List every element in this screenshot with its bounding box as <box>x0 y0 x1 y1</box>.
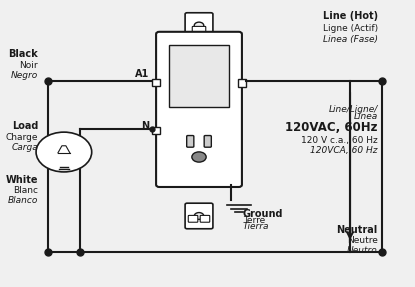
Circle shape <box>194 22 204 29</box>
FancyBboxPatch shape <box>192 26 206 33</box>
Polygon shape <box>169 45 229 106</box>
FancyBboxPatch shape <box>204 135 211 147</box>
FancyBboxPatch shape <box>152 127 160 134</box>
Text: White: White <box>5 175 38 185</box>
FancyBboxPatch shape <box>200 216 210 222</box>
Text: Linea: Linea <box>354 112 378 121</box>
FancyBboxPatch shape <box>152 79 160 86</box>
FancyBboxPatch shape <box>188 216 198 222</box>
FancyBboxPatch shape <box>185 13 213 38</box>
Text: Neutre: Neutre <box>347 236 378 245</box>
Text: Neutro: Neutro <box>347 246 378 255</box>
Text: Black: Black <box>8 49 38 59</box>
Text: Tierra: Tierra <box>243 222 269 231</box>
FancyBboxPatch shape <box>238 79 246 87</box>
Text: Noir: Noir <box>20 61 38 70</box>
Circle shape <box>192 152 206 162</box>
FancyBboxPatch shape <box>187 135 194 147</box>
Text: Blanc: Blanc <box>13 186 38 195</box>
Text: A1: A1 <box>135 69 149 79</box>
Text: Negro: Negro <box>11 71 38 80</box>
Text: Line/Ligne/: Line/Ligne/ <box>329 105 378 114</box>
Text: Charge: Charge <box>5 133 38 142</box>
Text: Line (Hot): Line (Hot) <box>323 11 378 21</box>
Text: Neutral: Neutral <box>337 225 378 235</box>
Text: N: N <box>141 121 149 131</box>
Circle shape <box>36 132 92 172</box>
Text: 120VAC, 60Hz: 120VAC, 60Hz <box>286 121 378 134</box>
Text: Load: Load <box>12 121 38 131</box>
Text: 120VCA, 60 Hz: 120VCA, 60 Hz <box>310 146 378 155</box>
Text: Terre: Terre <box>243 216 265 225</box>
Text: Carga: Carga <box>11 143 38 152</box>
FancyBboxPatch shape <box>185 203 213 229</box>
Text: Ground: Ground <box>243 209 283 219</box>
Text: Ligne (Actif): Ligne (Actif) <box>323 24 378 33</box>
FancyBboxPatch shape <box>156 32 242 187</box>
Text: 120 V c.a., 60 Hz: 120 V c.a., 60 Hz <box>301 136 378 145</box>
Circle shape <box>194 213 204 219</box>
Text: Linea (Fase): Linea (Fase) <box>323 35 378 44</box>
Text: Blanco: Blanco <box>8 196 38 205</box>
